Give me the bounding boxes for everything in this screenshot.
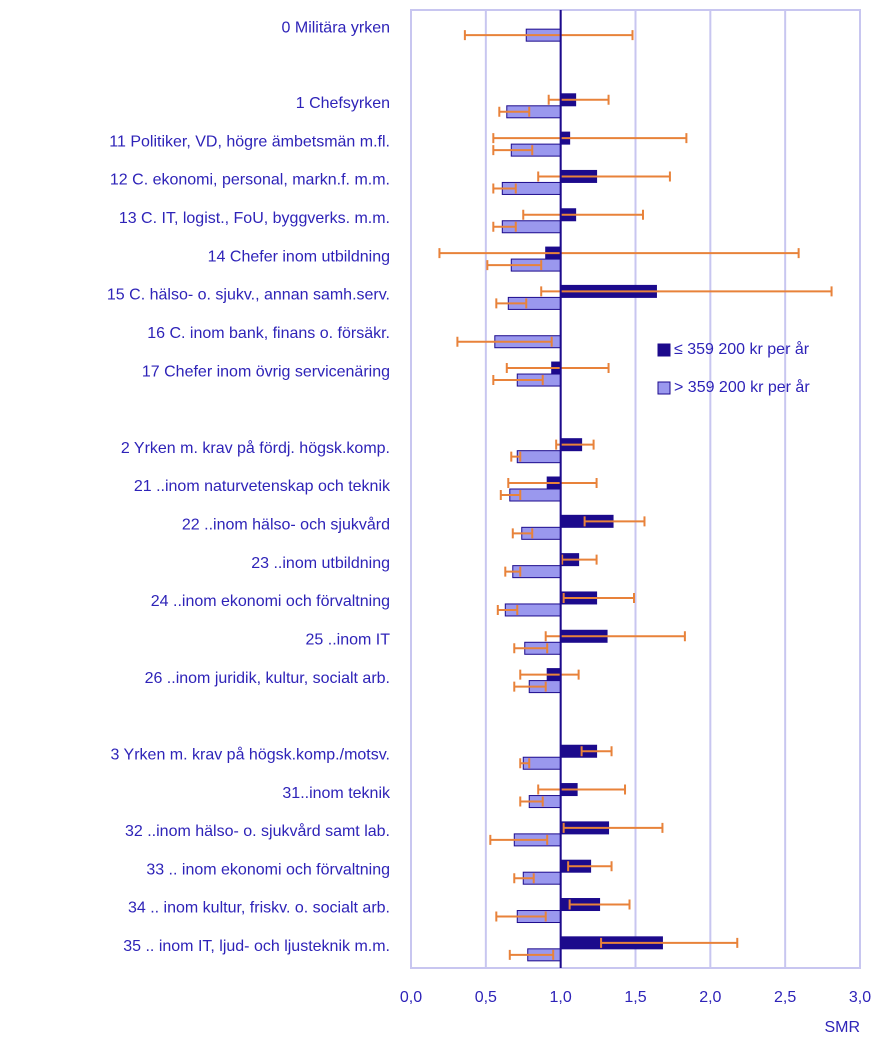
y-tick-label: 12 C. ekonomi, personal, markn.f. m.m. — [110, 172, 390, 189]
error-bar — [544, 631, 686, 642]
plot-border — [410, 9, 861, 969]
error-bar — [508, 949, 555, 960]
error-bar — [499, 490, 522, 500]
legend-label: ≤ 359 200 kr per år — [674, 340, 810, 358]
x-tick-label: 0,0 — [400, 989, 422, 1006]
error-bar — [537, 171, 671, 182]
error-bar — [492, 133, 688, 144]
error-bar — [510, 451, 522, 462]
error-bar — [519, 796, 544, 807]
error-bar — [505, 363, 610, 374]
y-tick-label: 25 ..inom IT — [306, 631, 391, 648]
error-bar — [522, 209, 644, 220]
y-tick-label: 23 ..inom utbildning — [251, 555, 390, 572]
y-tick-label: 35 .. inom IT, ljud- och ljusteknik m.m. — [123, 938, 390, 955]
y-tick-label: 3 Yrken m. krav på högsk.komp./motsv. — [110, 745, 390, 763]
error-bar — [513, 873, 535, 884]
error-bar — [492, 221, 517, 232]
y-tick-label: 1 Chefsyrken — [296, 95, 390, 112]
x-tick-label: 1,5 — [624, 989, 646, 1006]
error-bar — [463, 30, 634, 41]
y-tick-label: 26 ..inom juridik, kultur, socialt arb. — [145, 670, 390, 687]
error-bar — [496, 604, 519, 615]
y-tick-label: 33 .. inom ekonomi och förvaltning — [146, 861, 390, 878]
y-tick-label: 22 ..inom hälso- och sjukvård — [182, 516, 390, 534]
error-bar — [511, 528, 534, 539]
error-bar — [519, 758, 531, 769]
y-tick-label: 11 Politiker, VD, högre ämbetsmän m.fl. — [109, 133, 390, 150]
x-tick-label: 3,0 — [849, 989, 871, 1006]
error-bar — [492, 183, 517, 194]
error-bar — [583, 516, 646, 527]
legend-swatch — [657, 381, 671, 395]
x-tick-label: 2,5 — [774, 989, 796, 1006]
y-tick-label: 21 ..inom naturvetenskap och teknik — [134, 478, 391, 495]
error-bar — [492, 375, 544, 386]
error-bar — [486, 260, 543, 271]
x-axis-title: SMR — [824, 1019, 860, 1036]
error-bar — [568, 899, 631, 910]
error-bar — [537, 784, 627, 795]
error-bar — [438, 248, 800, 259]
x-tick-label: 1,0 — [550, 989, 572, 1006]
error-bar — [495, 298, 528, 309]
y-tick-label: 15 C. hälso- o. sjukv., annan samh.serv. — [107, 287, 390, 304]
y-tick-label: 14 Chefer inom utbildning — [208, 248, 390, 265]
error-bar — [562, 822, 664, 833]
error-bar — [562, 592, 636, 603]
error-bar — [492, 145, 534, 156]
y-tick-label: 17 Chefer inom övrig servicenäring — [142, 363, 390, 380]
y-tick-label: 34 .. inom kultur, friskv. o. socialt ar… — [128, 900, 390, 917]
error-bar — [513, 643, 549, 654]
x-tick-label: 2,0 — [699, 989, 721, 1006]
error-bar — [489, 834, 549, 845]
y-tick-label: 13 C. IT, logist., FoU, byggverks. m.m. — [119, 210, 390, 227]
bar — [516, 450, 562, 464]
legend-label: > 359 200 kr per år — [674, 378, 810, 396]
y-tick-label: 2 Yrken m. krav på fördj. högsk.komp. — [121, 439, 390, 457]
y-tick-label: 24 ..inom ekonomi och förvaltning — [151, 593, 390, 610]
error-bar — [498, 106, 531, 117]
error-bar — [561, 554, 598, 565]
error-bar — [580, 746, 613, 757]
error-bar — [600, 937, 739, 948]
y-tick-label: 0 Militära yrken — [282, 19, 390, 36]
y-tick-label: 16 C. inom bank, finans o. försäkr. — [147, 325, 390, 342]
error-bar — [507, 478, 598, 488]
x-tick-label: 0,5 — [475, 989, 497, 1006]
error-bar — [567, 861, 613, 872]
error-bar — [456, 336, 553, 347]
error-bar — [547, 94, 610, 105]
error-bar — [495, 911, 547, 922]
y-tick-label: 32 ..inom hälso- o. sjukvård samt lab. — [125, 822, 390, 840]
error-bar — [513, 681, 547, 692]
error-bar — [504, 566, 522, 577]
y-tick-label: 31..inom teknik — [282, 785, 391, 802]
error-bar — [540, 286, 833, 297]
error-bar — [555, 439, 595, 450]
error-bar — [519, 669, 580, 680]
legend-swatch — [657, 343, 671, 357]
